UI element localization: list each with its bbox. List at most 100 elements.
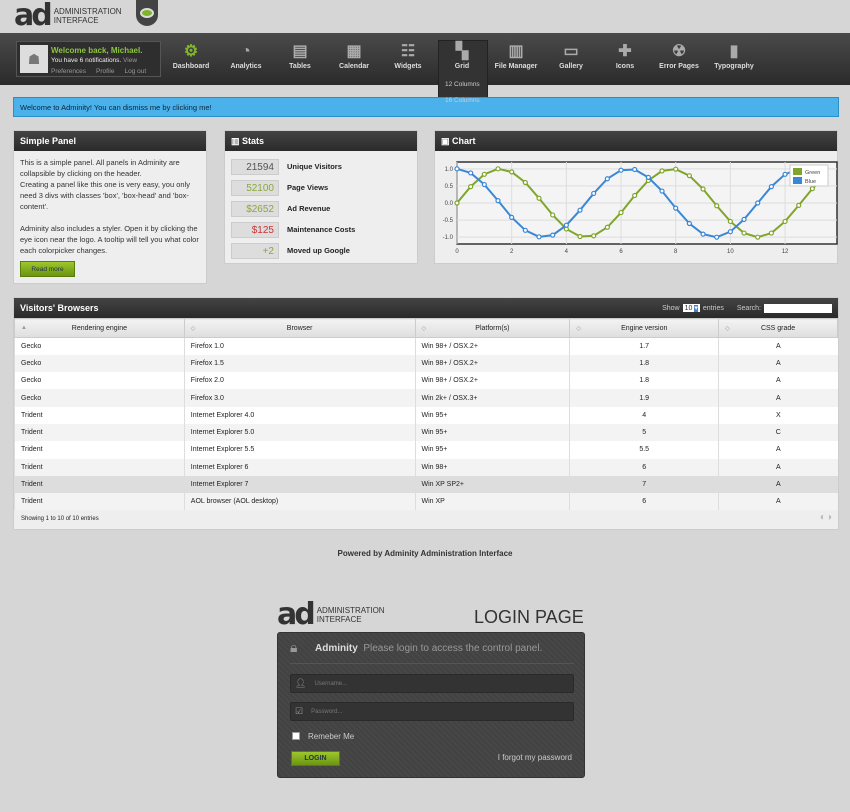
data-point	[618, 167, 624, 173]
username-input[interactable]: 👤︎ Username...	[290, 674, 574, 693]
table-cell: 6	[569, 493, 719, 511]
password-input[interactable]: ☑ Password...	[290, 702, 574, 721]
nav-label: Calendar	[339, 63, 369, 70]
nav-item-grid[interactable]: ▚ Grid	[432, 41, 492, 81]
entries-select[interactable]: 10 ▾	[682, 304, 700, 312]
search-input[interactable]	[764, 303, 832, 313]
browsers-title: Visitors' Browsers	[20, 303, 99, 313]
y-tick-label: 0.0	[445, 201, 454, 207]
logo[interactable]: ad ADMINISTRATION INTERFACE	[14, 0, 122, 33]
table-cell: A	[718, 354, 838, 373]
table-row[interactable]: Trident Internet Explorer 5.0 Win 95+ 5 C	[14, 423, 838, 442]
legend-label: Green	[805, 170, 820, 176]
submenu-12-columns[interactable]: 12 Columns	[445, 81, 480, 88]
stats-panel-header[interactable]: ▥ Stats	[225, 131, 417, 151]
data-point	[591, 233, 597, 239]
column-label: Platform(s)	[475, 324, 510, 332]
nav-item-typography[interactable]: ▮ Typography	[704, 41, 764, 81]
calendar-icon: ▦	[346, 43, 362, 60]
column-header[interactable]: ◇ CSS grade	[718, 318, 838, 338]
browsers-panel: Visitors' Browsers Show 10 ▾ entries Sea…	[13, 297, 839, 530]
data-point	[782, 171, 788, 177]
tray-icon: ▤	[292, 43, 308, 60]
view-link[interactable]: View	[123, 57, 138, 64]
next-page-button[interactable]: ◑	[825, 512, 832, 523]
nav-item-widgets[interactable]: ☷ Widgets	[378, 41, 438, 81]
nav-item-icons[interactable]: ✚ Icons	[595, 41, 655, 81]
nav-item-error-pages[interactable]: ☢ Error Pages	[649, 41, 709, 81]
puzzle-icon: ✚	[618, 43, 632, 60]
logo-mark: ad	[14, 0, 53, 33]
forgot-password-link[interactable]: I forgot my password	[497, 753, 572, 762]
remember-checkbox[interactable]	[292, 732, 300, 740]
data-point	[563, 222, 569, 228]
table-cell: Win 95+	[414, 423, 570, 442]
nav-item-calendar[interactable]: ▦ Calendar	[324, 41, 384, 81]
read-more-button[interactable]: Read more	[20, 261, 75, 277]
stat-row: $125 Maintenance Costs	[231, 219, 411, 240]
table-cell: Win XP	[414, 493, 570, 511]
login-button[interactable]: LOGIN	[291, 751, 340, 766]
table-row[interactable]: Trident Internet Explorer 5.5 Win 95+ 5.5 A	[14, 441, 838, 459]
stat-label: Page Views	[287, 183, 329, 192]
remember-label: Remeber Me	[308, 732, 355, 741]
stat-value: 21594	[231, 158, 279, 175]
column-label: Rendering engine	[71, 324, 128, 332]
profile-link[interactable]: Profile	[96, 68, 115, 75]
eye-icon[interactable]	[136, 0, 158, 26]
welcome-alert[interactable]: Welcome to Adminity! You can dismiss me …	[13, 97, 839, 117]
data-point	[686, 173, 692, 179]
nav-item-dashboard[interactable]: ⚙ Dashboard	[161, 41, 221, 81]
column-header[interactable]: ◇ Browser	[183, 318, 416, 338]
table-row[interactable]: Trident Internet Explorer 6 Win 98+ 6 A	[14, 458, 838, 476]
table-row[interactable]: Trident AOL browser (AOL desktop) Win XP 6 A	[14, 493, 838, 511]
submenu-16-columns[interactable]: 16 Columns	[445, 97, 480, 104]
table-row[interactable]: Gecko Firefox 3.0 Win 2k+ / OSX.3+ 1.9 A	[14, 389, 838, 407]
table-cell: 7	[569, 475, 719, 494]
data-point	[727, 218, 733, 225]
gauge-icon: ◔	[241, 43, 251, 60]
chart-panel: ▣ Chart 0 2 4 6 8 10 12 1.0 0.5 0.0 -0.5 -1.0 Green B…	[434, 130, 838, 264]
show-label: Show	[662, 304, 680, 312]
table-row[interactable]: Trident Internet Explorer 7 Win XP SP2+ 7 A	[14, 475, 838, 494]
table-row[interactable]: Gecko Firefox 2.0 Win 98+ / OSX.2+ 1.8 A	[14, 372, 838, 390]
logo-mark: ad	[277, 597, 316, 632]
login-brand: Adminity	[315, 643, 358, 654]
logout-link[interactable]: Log out	[124, 68, 147, 75]
legend-label: Blue	[805, 179, 816, 185]
search-label: Search:	[736, 304, 761, 312]
table-cell: Internet Explorer 4.0	[183, 406, 415, 424]
preferences-link[interactable]: Preferences	[51, 68, 87, 75]
data-point	[509, 214, 515, 220]
table-row[interactable]: Gecko Firefox 1.5 Win 98+ / OSX.2+ 1.8 A	[14, 354, 838, 373]
simple-panel-header[interactable]: Simple Panel	[14, 131, 206, 151]
chart-panel-header[interactable]: ▣ Chart	[435, 131, 837, 151]
data-point	[714, 234, 720, 240]
table-row[interactable]: Trident Internet Explorer 4.0 Win 95+ 4 X	[14, 406, 838, 424]
column-header[interactable]: ◇ Platform(s)	[414, 318, 571, 338]
table-cell: Internet Explorer 7	[183, 475, 415, 494]
entries-value: 10	[684, 305, 693, 312]
data-point	[659, 168, 665, 174]
data-point	[468, 183, 474, 190]
y-tick-label: -0.5	[443, 218, 454, 224]
data-point	[522, 227, 528, 233]
browsers-panel-header[interactable]: Visitors' Browsers Show 10 ▾ entries Sea…	[14, 298, 838, 318]
nav-item-analytics[interactable]: ◔ Analytics	[216, 41, 276, 81]
table-row[interactable]: Gecko Firefox 1.0 Win 98+ / OSX.2+ 1.7 A	[14, 337, 838, 355]
y-tick-label: -1.0	[443, 235, 454, 241]
table-cell: 1.9	[569, 389, 719, 407]
picture-icon: ▭	[563, 43, 579, 60]
column-header[interactable]: ▲ Rendering engine	[14, 318, 185, 338]
nav-label: Grid	[454, 63, 470, 70]
stat-label: Unique Visitors	[287, 162, 342, 171]
x-tick-label: 8	[674, 249, 678, 255]
data-point	[741, 230, 747, 236]
previous-page-button[interactable]: ◐	[819, 512, 826, 523]
nav-item-gallery[interactable]: ▭ Gallery	[541, 41, 601, 81]
table-cell: Win 95+	[414, 406, 570, 424]
column-header[interactable]: ◇ Engine version	[569, 318, 720, 338]
table-cell: Gecko	[14, 354, 185, 373]
nav-item-file-manager[interactable]: ▥ File Manager	[486, 41, 546, 81]
nav-item-tables[interactable]: ▤ Tables	[270, 41, 330, 81]
